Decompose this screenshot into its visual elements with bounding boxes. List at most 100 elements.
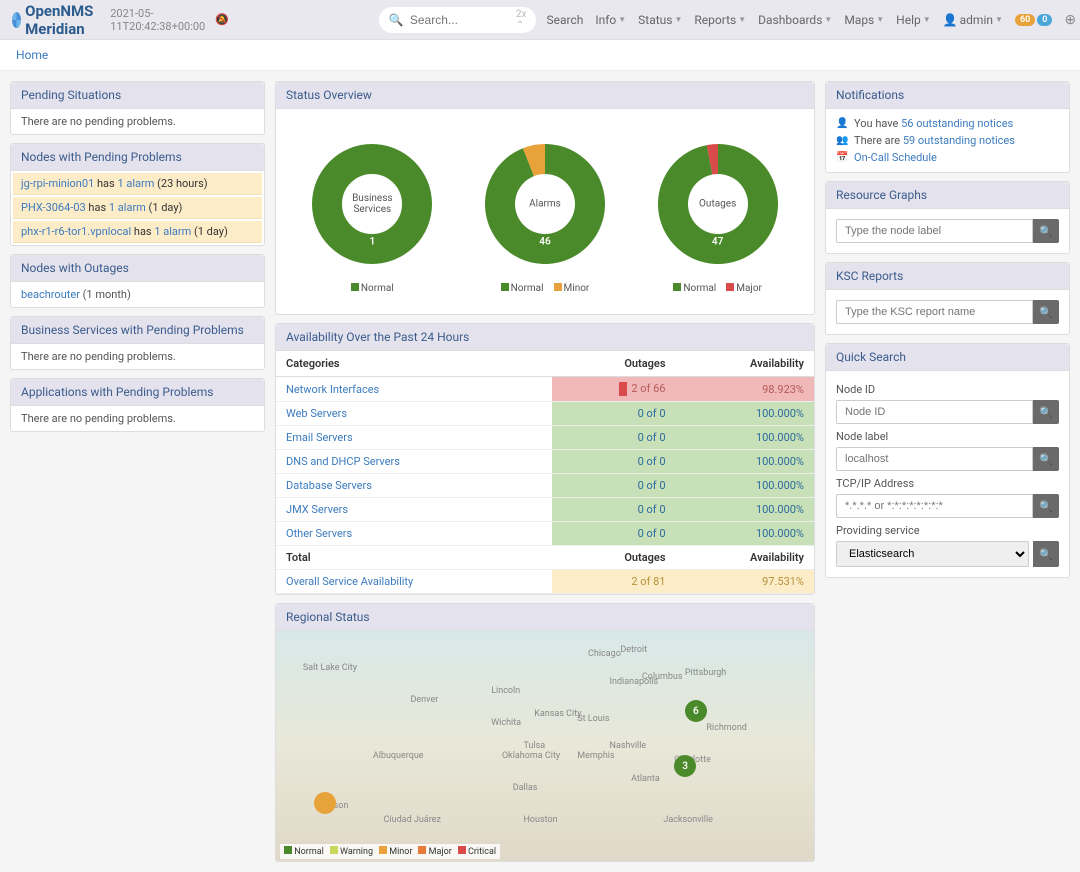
regional-map[interactable]: ChicagoDetroitSalt Lake CityDenverKansas… xyxy=(276,631,814,861)
panel-availability: Availability Over the Past 24 Hours Cate… xyxy=(275,323,815,595)
panel-pending-situations: Pending Situations There are no pending … xyxy=(10,81,265,135)
nav-user[interactable]: 👤admin▼ xyxy=(943,13,1003,27)
pending-row: phx-r1-r6-tor1.vpnlocal has 1 alarm (1 d… xyxy=(13,221,262,243)
map-city-label: Wichita xyxy=(491,718,521,728)
pending-alarm-link[interactable]: 1 alarm xyxy=(109,201,146,214)
qs-input[interactable] xyxy=(836,400,1033,424)
pending-row: PHX-3064-03 has 1 alarm (1 day) xyxy=(13,197,262,219)
avail-row: JMX Servers0 of 0100.000% xyxy=(276,498,814,522)
avail-cat-link[interactable]: Email Servers xyxy=(286,431,353,444)
avail-row: Web Servers0 of 0100.000% xyxy=(276,402,814,426)
map-city-label: Memphis xyxy=(577,751,614,761)
map-city-label: Chicago xyxy=(588,649,621,659)
map-city-label: Pittsburgh xyxy=(685,668,726,678)
map-city-label: Kansas City xyxy=(534,709,581,719)
avail-cat-link[interactable]: Web Servers xyxy=(286,407,347,420)
breadcrumb-home[interactable]: Home xyxy=(16,48,48,62)
avail-cat-link[interactable]: Database Servers xyxy=(286,479,372,492)
notif-badges[interactable]: 60 0 xyxy=(1015,14,1052,26)
notif-icon: 👥 xyxy=(836,135,848,146)
qs-input[interactable] xyxy=(836,494,1033,518)
notif-row: 👤You have 56 outstanding notices xyxy=(836,115,1059,132)
panel-header: Notifications xyxy=(826,82,1069,109)
map-city-label: Ciudad Juárez xyxy=(384,815,441,825)
global-search[interactable]: 🔍 2x ⌃ xyxy=(379,7,537,33)
map-city-label: Albuquerque xyxy=(373,751,424,761)
qs-label: Providing service xyxy=(836,524,1059,537)
brand[interactable]: OpenNMS Meridian xyxy=(12,2,100,38)
map-city-label: Tulsa xyxy=(523,741,545,751)
nav-reports[interactable]: Reports▼ xyxy=(694,13,746,27)
panel-body: There are no pending problems. xyxy=(11,109,264,134)
pending-alarm-link[interactable]: 1 alarm xyxy=(117,177,154,190)
search-icon: 🔍 xyxy=(389,13,404,27)
nav-help[interactable]: Help▼ xyxy=(896,13,931,27)
nav-status[interactable]: Status▼ xyxy=(638,13,682,27)
avail-row: Other Servers0 of 0100.000% xyxy=(276,522,814,546)
avail-overall-link[interactable]: Overall Service Availability xyxy=(286,575,413,588)
avail-cat-link[interactable]: Other Servers xyxy=(286,527,352,540)
ksc-input[interactable] xyxy=(836,300,1033,324)
panel-header: Quick Search xyxy=(826,344,1069,371)
avail-header: Categories xyxy=(276,351,552,377)
notif-icon: 👤 xyxy=(836,118,848,129)
avail-row: DNS and DHCP Servers0 of 0100.000% xyxy=(276,450,814,474)
nav-dashboards[interactable]: Dashboards▼ xyxy=(758,13,832,27)
notif-link[interactable]: 59 outstanding notices xyxy=(903,134,1015,147)
notif-link[interactable]: 56 outstanding notices xyxy=(901,117,1013,130)
avail-cat-link[interactable]: JMX Servers xyxy=(286,503,348,516)
map-marker[interactable] xyxy=(314,792,336,814)
nav-info[interactable]: Info▼ xyxy=(595,13,626,27)
panel-notifications: Notifications 👤You have 56 outstanding n… xyxy=(825,81,1070,173)
donut-row: Business Services1NormalAlarms46NormalMi… xyxy=(276,109,814,314)
map-city-label: Columbus xyxy=(642,672,683,682)
notif-link[interactable]: On-Call Schedule xyxy=(854,151,937,164)
avail-cat-link[interactable]: DNS and DHCP Servers xyxy=(286,455,400,468)
qs-input[interactable] xyxy=(836,447,1033,471)
panel-ksc: KSC Reports 🔍 xyxy=(825,262,1070,335)
search-input[interactable] xyxy=(410,13,510,27)
nav-maps[interactable]: Maps▼ xyxy=(844,13,884,27)
qs-search-button[interactable]: 🔍 xyxy=(1033,447,1059,471)
nav-search[interactable]: Search xyxy=(546,13,583,27)
outage-node-link[interactable]: beachrouter xyxy=(21,288,80,301)
pending-node-link[interactable]: phx-r1-r6-tor1.vpnlocal xyxy=(21,225,131,238)
resource-search-button[interactable]: 🔍 xyxy=(1033,219,1059,243)
notif-body: 👤You have 56 outstanding notices👥There a… xyxy=(826,109,1069,172)
ksc-search-button[interactable]: 🔍 xyxy=(1033,300,1059,324)
panel-header: Pending Situations xyxy=(11,82,264,109)
qs-search-button[interactable]: 🔍 xyxy=(1033,400,1059,424)
map-city-label: Denver xyxy=(411,695,439,705)
donut-business-services: Business Services1Normal xyxy=(297,129,447,304)
panel-bs-pending: Business Services with Pending Problems … xyxy=(10,316,265,370)
badge-warn: 60 xyxy=(1015,14,1035,26)
avail-overall-row: Overall Service Availability2 of 8197.53… xyxy=(276,570,814,594)
panel-header: KSC Reports xyxy=(826,263,1069,290)
map-marker[interactable]: 6 xyxy=(685,700,707,722)
timestamp: 2021-05-11T20:42:38+00:00 xyxy=(110,7,205,33)
map-city-label: Detroit xyxy=(620,645,647,655)
badge-info: 0 xyxy=(1037,14,1052,26)
donut-legend: Normal xyxy=(297,279,447,304)
qs-search-button[interactable]: 🔍 xyxy=(1033,494,1059,518)
qs-search-button[interactable]: 🔍 xyxy=(1033,541,1059,567)
main-nav: Search Info▼ Status▼ Reports▼ Dashboards… xyxy=(546,12,1080,28)
pending-alarm-link[interactable]: 1 alarm xyxy=(154,225,191,238)
panel-body: There are no pending problems. xyxy=(11,344,264,369)
panel-body: There are no pending problems. xyxy=(11,406,264,431)
panel-header: Business Services with Pending Problems xyxy=(11,317,264,344)
qs-providing-select[interactable]: Elasticsearch xyxy=(836,541,1029,567)
pending-node-link[interactable]: PHX-3064-03 xyxy=(21,201,86,214)
resource-input[interactable] xyxy=(836,219,1033,243)
mute-icon[interactable]: 🔕 xyxy=(215,13,229,26)
pending-node-link[interactable]: jg-rpi-minion01 xyxy=(21,177,94,190)
avail-row: Database Servers0 of 0100.000% xyxy=(276,474,814,498)
panel-quick-search: Quick Search Node ID🔍Node label🔍TCP/IP A… xyxy=(825,343,1070,578)
panel-status-overview: Status Overview Business Services1Normal… xyxy=(275,81,815,315)
panel-header: Resource Graphs xyxy=(826,182,1069,209)
avail-cat-link[interactable]: Network Interfaces xyxy=(286,383,379,396)
qs-label: TCP/IP Address xyxy=(836,477,1059,490)
add-icon[interactable]: ⊕ xyxy=(1064,12,1076,28)
donut-legend: NormalMajor xyxy=(643,279,793,304)
user-icon: 👤 xyxy=(943,13,958,27)
